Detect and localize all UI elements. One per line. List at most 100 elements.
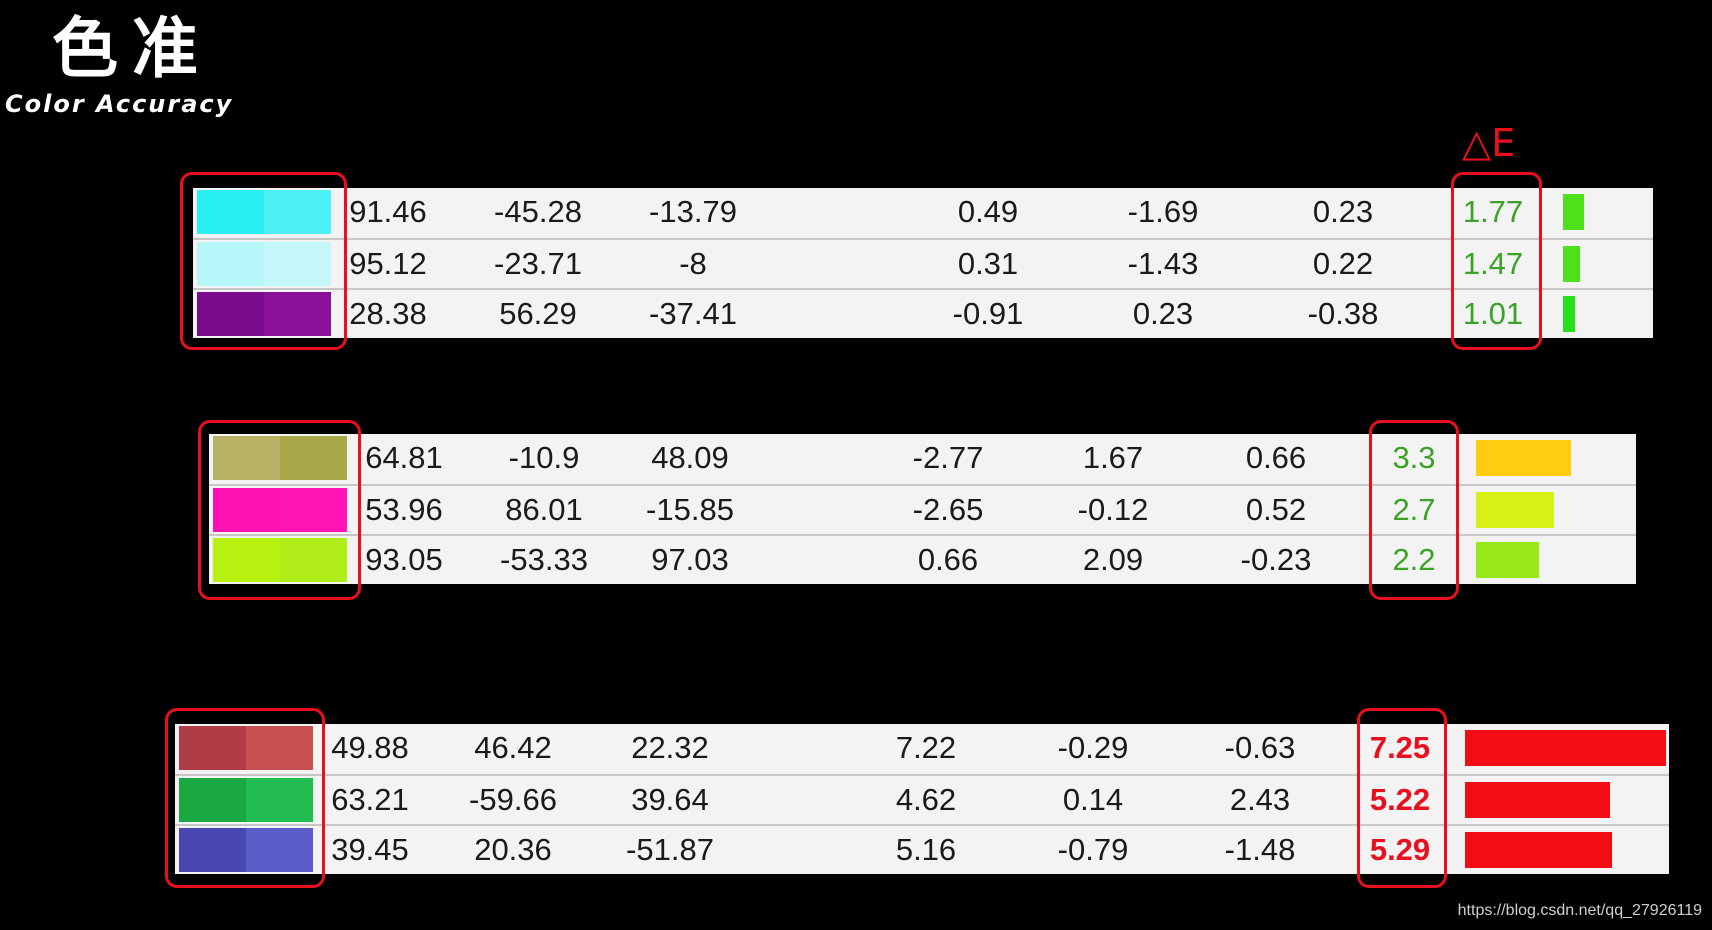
table-row: 93.05 -53.33 97.03 0.66 2.09 -0.23 2.2 (209, 534, 1636, 584)
value-cell: -0.79 (1057, 832, 1129, 867)
delta-e-value: 5.29 (1369, 832, 1431, 867)
value-cell: -0.12 (1077, 492, 1149, 527)
value-cell: -0.29 (1057, 730, 1129, 765)
table-row: 63.21 -59.66 39.64 4.62 0.14 2.43 5.22 (175, 774, 1669, 824)
table-row: 53.96 86.01 -15.85 -2.65 -0.12 0.52 2.7 (209, 484, 1636, 534)
delta-e-highlight-box-group-2 (1369, 420, 1459, 600)
value-cell: 5.16 (895, 832, 957, 867)
value-cell: 0.22 (1312, 246, 1374, 281)
delta-e-bar-track (1476, 440, 1685, 476)
swatch-right (246, 778, 313, 822)
color-swatch (197, 292, 331, 336)
swatch-right (280, 436, 347, 480)
value-cell: 56.29 (499, 296, 577, 331)
value-cell: 95.12 (349, 246, 427, 281)
value-cell: 0.23 (1132, 296, 1194, 331)
value-cell: 0.23 (1312, 194, 1374, 229)
value-cell: 97.03 (651, 542, 729, 577)
value-cell: -15.85 (646, 492, 734, 527)
delta-e-bar-track (1465, 730, 1666, 766)
delta-e-bar-track (1465, 782, 1666, 818)
swatch-highlight-box-group-3 (165, 708, 325, 888)
swatch-right (246, 828, 313, 872)
value-cell: -0.38 (1307, 296, 1379, 331)
color-table-group-3: 49.88 46.42 22.32 7.22 -0.29 -0.63 7.25 … (175, 724, 1669, 874)
value-cell: 20.36 (474, 832, 552, 867)
value-cell: 0.66 (1245, 440, 1307, 475)
color-table-group-1: 91.46 -45.28 -13.79 0.49 -1.69 0.23 1.77… (193, 188, 1653, 338)
value-cell: 53.96 (365, 492, 443, 527)
delta-e-bar (1465, 832, 1612, 868)
delta-e-bar (1476, 542, 1540, 578)
delta-e-bar (1476, 492, 1554, 528)
color-swatch (179, 828, 313, 872)
value-cell: -2.65 (912, 492, 984, 527)
color-swatch (179, 778, 313, 822)
swatch-right (264, 242, 331, 286)
value-cell: 0.14 (1062, 782, 1124, 817)
value-cell: 1.67 (1082, 440, 1144, 475)
table-row: 91.46 -45.28 -13.79 0.49 -1.69 0.23 1.77 (193, 188, 1653, 236)
value-cell: -1.43 (1127, 246, 1199, 281)
value-cell: -51.87 (626, 832, 714, 867)
value-cell: 2.43 (1229, 782, 1291, 817)
color-swatch (197, 242, 331, 286)
swatch-highlight-box-group-1 (180, 172, 347, 350)
value-cell: 2.09 (1082, 542, 1144, 577)
delta-e-bar-track (1476, 492, 1685, 528)
delta-e-value: 1.77 (1462, 194, 1524, 229)
color-swatch (213, 538, 347, 582)
color-table-group-2: 64.81 -10.9 48.09 -2.77 1.67 0.66 3.3 53… (209, 434, 1636, 584)
delta-e-value: 5.22 (1369, 782, 1431, 817)
value-cell: -37.41 (649, 296, 737, 331)
value-cell: -2.77 (912, 440, 984, 475)
value-cell: -59.66 (469, 782, 557, 817)
swatch-left (197, 242, 264, 286)
value-cell: -10.9 (508, 440, 580, 475)
color-swatch (179, 726, 313, 770)
value-cell: 0.66 (917, 542, 979, 577)
swatch-highlight-box-group-2 (198, 420, 361, 600)
value-cell: 28.38 (349, 296, 427, 331)
delta-e-bar (1563, 296, 1575, 332)
color-swatch (213, 488, 347, 532)
color-swatch (213, 436, 347, 480)
value-cell: 4.62 (895, 782, 957, 817)
title-english: Color Accuracy (5, 90, 234, 118)
color-swatch (197, 190, 331, 234)
delta-e-value: 7.25 (1369, 730, 1431, 765)
value-cell: 91.46 (349, 194, 427, 229)
delta-e-bar-track (1563, 246, 1648, 282)
delta-e-value: 1.47 (1462, 246, 1524, 281)
swatch-left (197, 190, 264, 234)
swatch-left (213, 488, 280, 532)
swatch-right (280, 488, 347, 532)
value-cell: 86.01 (505, 492, 583, 527)
value-cell: 63.21 (331, 782, 409, 817)
delta-e-bar (1563, 246, 1581, 282)
delta-e-highlight-box-group-1 (1451, 172, 1542, 350)
value-cell: -0.63 (1224, 730, 1296, 765)
value-cell: -23.71 (494, 246, 582, 281)
delta-e-value: 3.3 (1392, 440, 1436, 475)
delta-e-bar-track (1563, 296, 1648, 332)
swatch-left (179, 778, 246, 822)
swatch-right (264, 292, 331, 336)
value-cell: 7.22 (895, 730, 957, 765)
delta-e-bar-track (1476, 542, 1685, 578)
delta-e-bar-track (1563, 194, 1648, 230)
value-cell: 39.64 (631, 782, 709, 817)
swatch-right (264, 190, 331, 234)
swatch-left (213, 538, 280, 582)
value-cell: 0.52 (1245, 492, 1307, 527)
value-cell: 49.88 (331, 730, 409, 765)
swatch-left (197, 292, 264, 336)
value-cell: 48.09 (651, 440, 729, 475)
table-row: 64.81 -10.9 48.09 -2.77 1.67 0.66 3.3 (209, 434, 1636, 482)
delta-e-value: 1.01 (1462, 296, 1524, 331)
delta-e-highlight-box-group-3 (1357, 708, 1447, 888)
value-cell: -8 (679, 246, 707, 281)
table-row: 49.88 46.42 22.32 7.22 -0.29 -0.63 7.25 (175, 724, 1669, 772)
delta-e-bar (1563, 194, 1584, 230)
swatch-left (213, 436, 280, 480)
